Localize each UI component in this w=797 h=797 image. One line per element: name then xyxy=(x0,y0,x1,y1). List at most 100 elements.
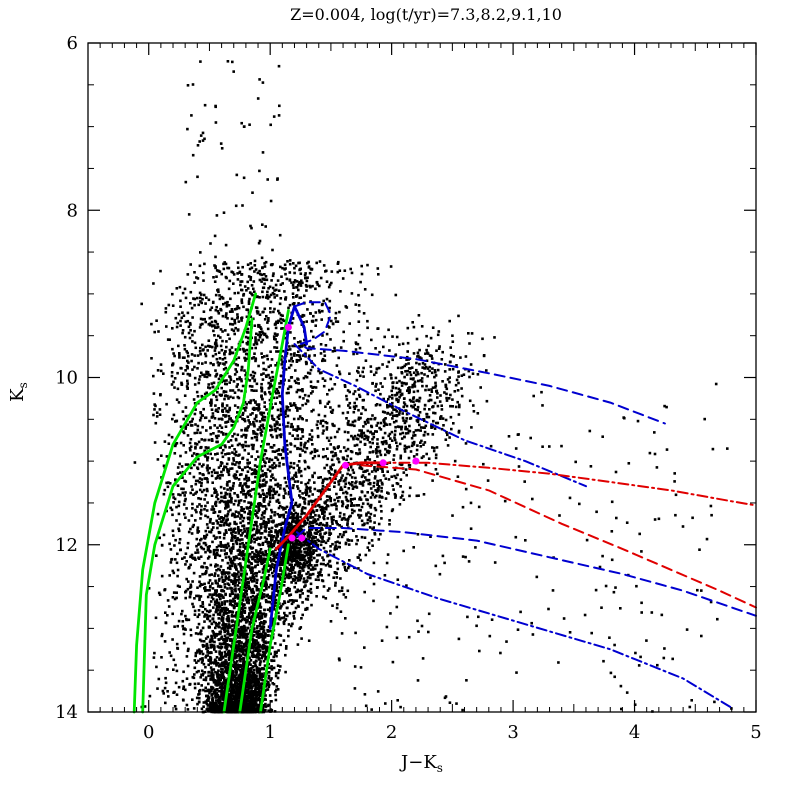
star-point xyxy=(227,575,231,578)
star-point xyxy=(250,706,253,710)
star-point xyxy=(304,375,307,378)
star-point xyxy=(266,321,269,324)
star-point xyxy=(260,682,264,685)
star-point xyxy=(259,431,263,435)
star-point xyxy=(226,629,230,633)
star-point xyxy=(245,289,248,292)
star-point xyxy=(224,606,228,610)
star-point xyxy=(274,283,278,287)
star-point xyxy=(162,372,165,375)
star-point xyxy=(214,537,217,540)
star-point xyxy=(263,332,267,336)
star-point xyxy=(224,361,228,364)
star-point xyxy=(229,557,232,561)
star-point xyxy=(264,641,268,645)
star-point xyxy=(293,337,296,340)
star-point xyxy=(247,699,250,703)
star-point xyxy=(250,468,254,471)
star-point xyxy=(297,288,300,292)
star-point xyxy=(273,332,277,335)
star-point xyxy=(253,379,256,383)
star-point xyxy=(271,464,274,467)
star-point xyxy=(305,419,308,422)
star-point xyxy=(219,585,222,589)
star-point xyxy=(220,654,223,657)
star-point xyxy=(248,684,251,687)
star-point xyxy=(263,620,266,623)
star-point xyxy=(309,591,313,594)
star-point xyxy=(274,402,277,405)
star-point xyxy=(213,574,216,578)
star-point xyxy=(190,553,194,557)
star-point xyxy=(212,673,215,677)
star-point xyxy=(221,623,224,627)
star-point xyxy=(300,481,303,484)
star-point xyxy=(251,675,255,678)
star-point xyxy=(339,290,342,293)
star-point xyxy=(338,370,341,374)
star-point xyxy=(224,301,227,305)
star-point xyxy=(256,593,260,596)
star-point xyxy=(232,329,236,333)
star-point xyxy=(261,638,264,642)
star-point xyxy=(250,455,253,458)
star-point xyxy=(267,666,271,670)
star-point xyxy=(226,643,229,646)
star-point xyxy=(246,535,250,538)
star-point xyxy=(244,440,247,444)
star-point xyxy=(297,417,300,421)
star-point xyxy=(255,450,259,453)
star-point xyxy=(255,407,258,410)
star-point xyxy=(253,607,257,611)
star-point xyxy=(315,280,319,284)
star-point xyxy=(187,647,190,651)
star-point xyxy=(212,644,216,647)
star-point xyxy=(281,456,284,460)
star-point xyxy=(232,482,235,485)
star-point xyxy=(198,375,202,378)
star-point xyxy=(296,425,300,428)
star-point xyxy=(243,611,247,614)
star-point xyxy=(264,702,267,706)
star-point xyxy=(291,283,295,287)
star-point xyxy=(244,476,248,480)
star-point xyxy=(286,414,290,418)
star-point xyxy=(150,322,153,326)
star-point xyxy=(226,631,230,634)
star-point xyxy=(283,611,286,615)
star-point xyxy=(257,667,260,670)
star-point xyxy=(244,636,248,640)
star-point xyxy=(206,704,210,707)
star-point xyxy=(263,265,267,268)
star-point xyxy=(226,333,230,336)
star-point xyxy=(212,690,216,694)
star-point xyxy=(251,567,254,570)
star-point xyxy=(234,666,238,670)
star-point xyxy=(263,273,266,276)
star-point xyxy=(232,581,235,584)
star-point xyxy=(277,506,281,510)
star-point xyxy=(226,706,229,710)
star-point xyxy=(264,260,268,264)
star-point xyxy=(277,391,281,395)
star-point xyxy=(224,313,228,317)
star-point xyxy=(308,354,311,357)
star-point xyxy=(221,661,224,664)
star-point xyxy=(234,363,238,366)
star-point xyxy=(196,531,199,534)
star-point xyxy=(323,359,327,362)
star-point xyxy=(259,610,262,613)
star-point xyxy=(256,645,260,649)
star-point xyxy=(324,344,328,347)
star-point xyxy=(272,490,276,493)
star-point xyxy=(279,605,282,609)
star-point xyxy=(227,304,231,307)
star-point xyxy=(270,659,274,663)
star-point xyxy=(246,618,249,622)
star-point xyxy=(204,493,208,497)
star-point xyxy=(348,322,351,325)
star-point xyxy=(212,668,216,671)
star-point xyxy=(207,298,211,302)
star-point xyxy=(221,402,224,405)
star-point xyxy=(406,326,410,330)
